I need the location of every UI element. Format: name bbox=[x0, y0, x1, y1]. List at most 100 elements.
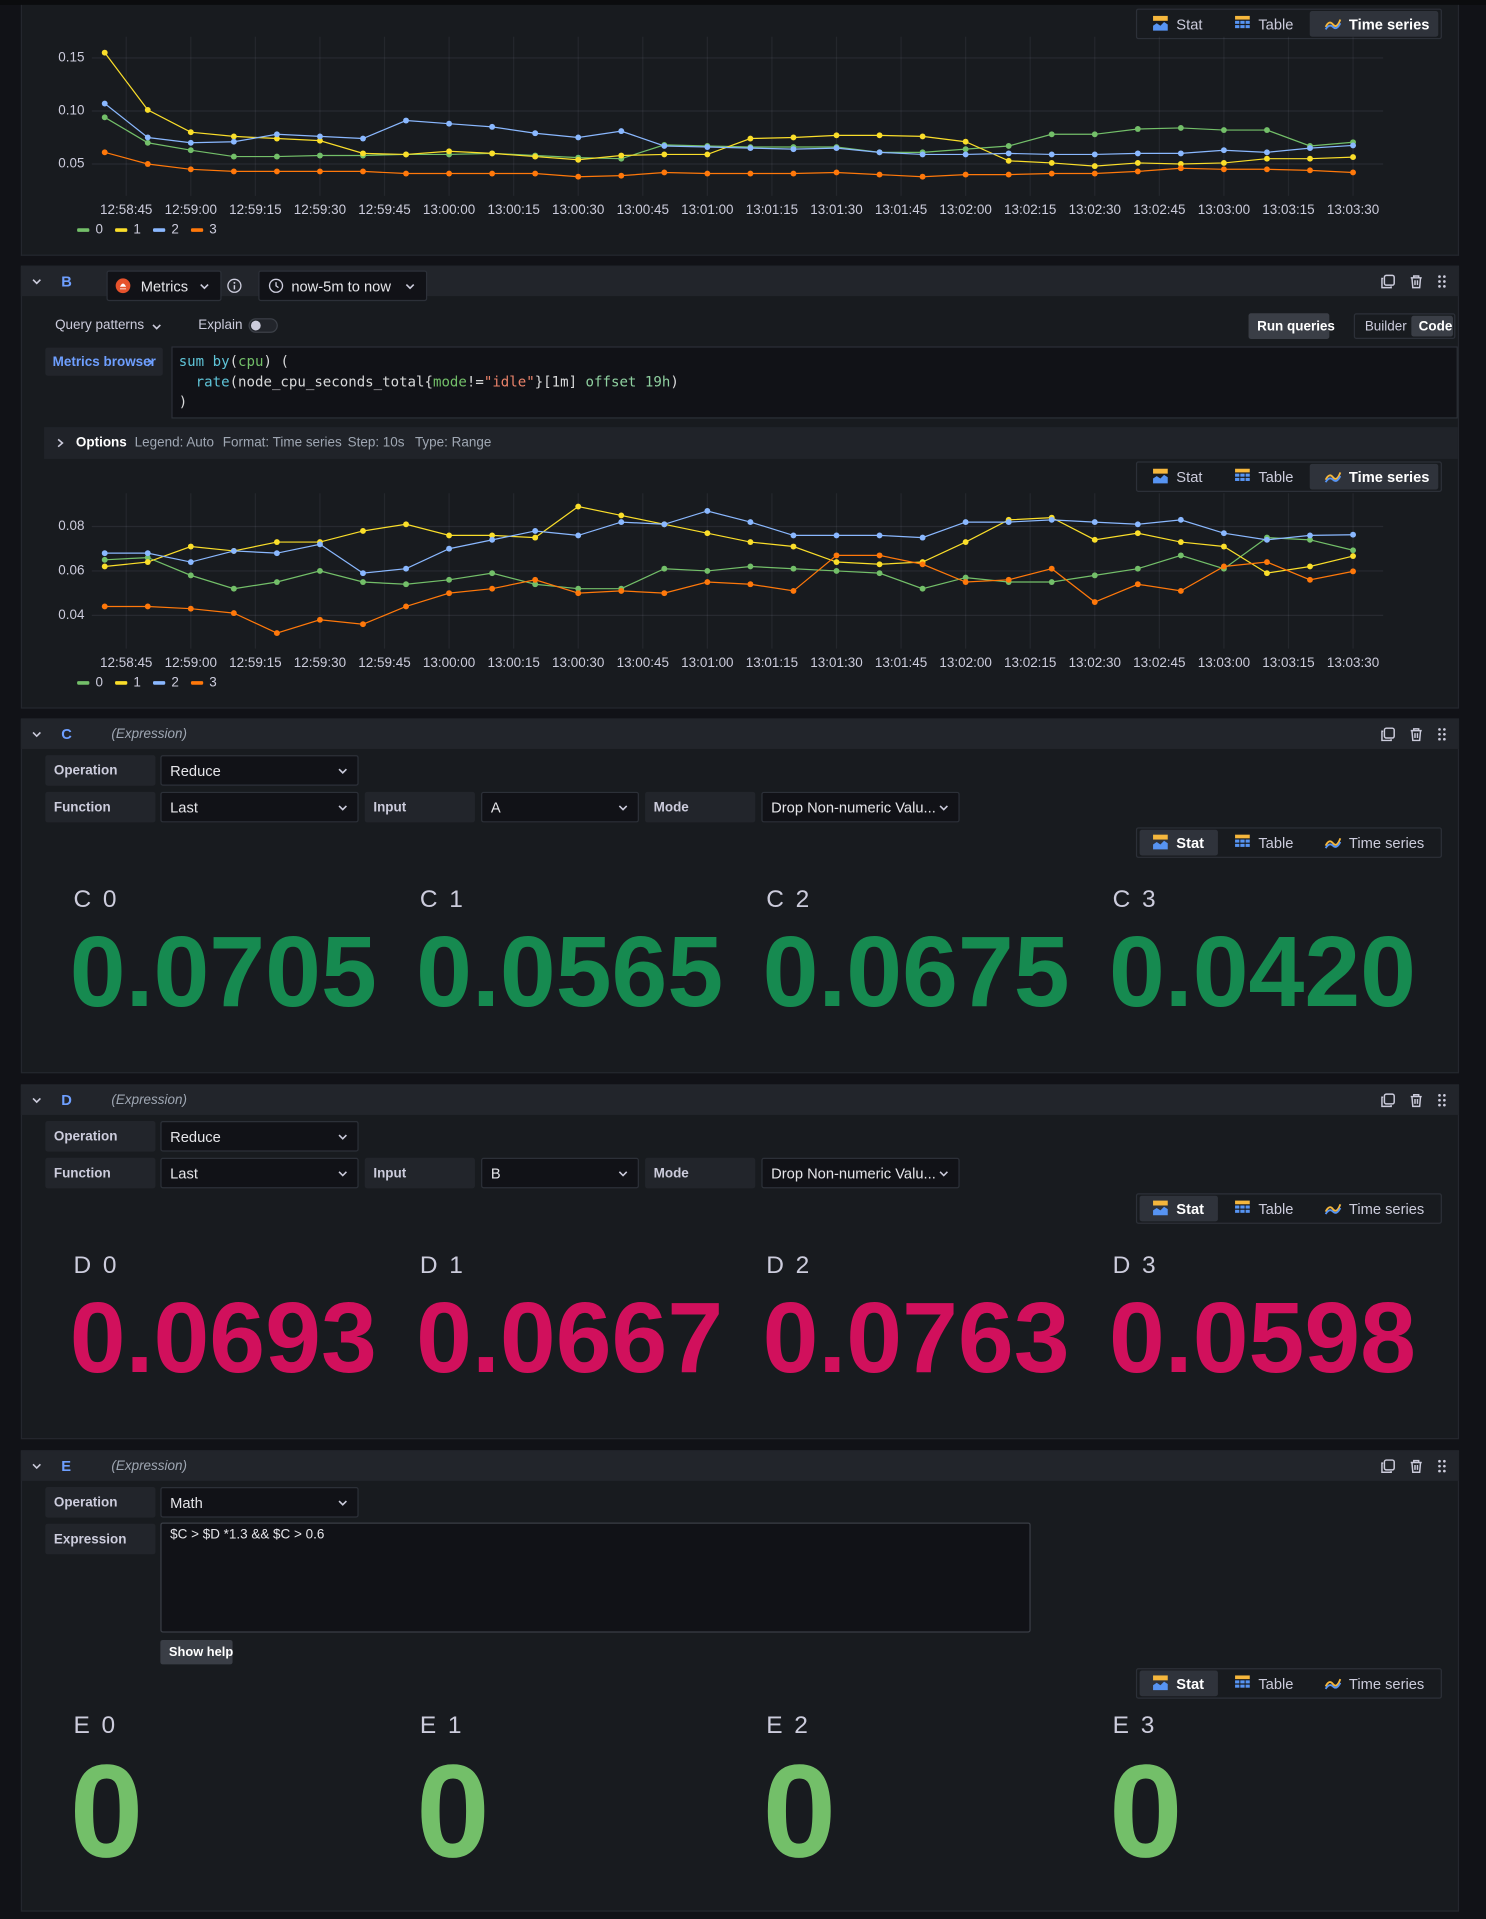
field-select[interactable] bbox=[160, 791, 359, 823]
data-point bbox=[833, 169, 840, 176]
data-point bbox=[532, 534, 539, 541]
view-tab[interactable]: Stat bbox=[1176, 834, 1205, 852]
show-help-button[interactable] bbox=[160, 1639, 233, 1665]
icon-part bbox=[1245, 25, 1250, 29]
view-tab[interactable]: Stat bbox=[1176, 1199, 1205, 1218]
editor-mode[interactable]: Builder bbox=[1364, 318, 1407, 334]
view-tab-icon bbox=[1235, 1200, 1250, 1213]
icon-part bbox=[1438, 1098, 1441, 1102]
data-point bbox=[1048, 579, 1055, 585]
view-tab[interactable]: Table bbox=[1258, 1199, 1294, 1218]
view-tab[interactable]: Time series bbox=[1348, 15, 1430, 33]
icon-part bbox=[939, 1171, 948, 1177]
view-tab[interactable]: Time series bbox=[1348, 468, 1430, 486]
icon-part bbox=[1324, 1207, 1342, 1215]
data-point bbox=[575, 156, 582, 163]
icon-part bbox=[1438, 1459, 1441, 1463]
data-point bbox=[230, 610, 237, 617]
data-point bbox=[360, 579, 366, 585]
x-tick-label: 13:02:15 bbox=[1004, 655, 1056, 670]
field-label-box bbox=[364, 1157, 475, 1189]
field-select[interactable] bbox=[160, 1157, 359, 1189]
icon-drag bbox=[1438, 275, 1446, 288]
icon-part bbox=[1240, 1680, 1245, 1684]
x-tick-label: 13:02:45 bbox=[1133, 202, 1185, 217]
query-letter: D bbox=[61, 1091, 72, 1109]
field-select[interactable] bbox=[160, 1486, 359, 1518]
data-point bbox=[1307, 155, 1313, 162]
x-tick-label: 13:00:00 bbox=[423, 655, 475, 670]
data-point bbox=[919, 173, 926, 180]
field-select[interactable] bbox=[160, 1121, 359, 1152]
field-label: Input bbox=[373, 1165, 407, 1181]
view-tab-icon bbox=[1153, 15, 1168, 31]
field-select[interactable] bbox=[481, 1157, 639, 1189]
data-point bbox=[403, 565, 409, 572]
icon-part bbox=[1240, 1205, 1245, 1209]
data-point bbox=[962, 539, 969, 545]
data-point bbox=[1048, 516, 1055, 523]
field-label: Operation bbox=[53, 1129, 118, 1144]
chevron bbox=[338, 1134, 347, 1140]
data-point bbox=[360, 150, 366, 157]
data-point bbox=[1134, 168, 1141, 175]
query-letter: E bbox=[61, 1457, 72, 1475]
field-label-box bbox=[45, 1523, 156, 1555]
icon-part bbox=[1443, 1093, 1446, 1097]
editor-mode[interactable]: Code bbox=[1418, 318, 1453, 334]
legend-swatch bbox=[153, 681, 166, 685]
data-point bbox=[1350, 547, 1356, 554]
view-tab[interactable]: Stat bbox=[1176, 1674, 1205, 1692]
icon-part bbox=[1443, 737, 1446, 741]
data-point bbox=[833, 559, 840, 565]
icon-part bbox=[618, 1171, 628, 1177]
legend-swatch bbox=[77, 228, 90, 232]
field-select[interactable] bbox=[761, 1157, 960, 1189]
icon-part bbox=[32, 279, 41, 285]
query-patterns[interactable]: Query patterns bbox=[55, 318, 145, 333]
view-tab[interactable]: Time series bbox=[1348, 1199, 1425, 1218]
data-point bbox=[1005, 143, 1012, 149]
data-point bbox=[618, 512, 625, 519]
view-tab[interactable]: Time series bbox=[1348, 834, 1425, 852]
icon-part bbox=[1153, 15, 1168, 21]
expression-input[interactable] bbox=[160, 1522, 1031, 1633]
icon-part bbox=[1324, 22, 1342, 30]
view-tab-icon bbox=[1324, 472, 1342, 483]
icon-part bbox=[1324, 475, 1342, 483]
view-tab-icon bbox=[1153, 1675, 1168, 1691]
view-tab[interactable]: Stat bbox=[1176, 468, 1203, 486]
icon-part bbox=[1410, 1459, 1422, 1474]
icon-part bbox=[1245, 1205, 1250, 1209]
view-tab[interactable]: Stat bbox=[1176, 15, 1203, 33]
field-select[interactable] bbox=[761, 791, 960, 823]
view-tab[interactable]: Table bbox=[1258, 834, 1294, 852]
view-tab[interactable]: Table bbox=[1258, 468, 1294, 486]
icon-part bbox=[1245, 1684, 1250, 1688]
data-point bbox=[532, 576, 539, 583]
run-queries-button[interactable] bbox=[1248, 313, 1330, 340]
data-point bbox=[403, 117, 409, 124]
time-picker[interactable] bbox=[258, 270, 428, 302]
data-point bbox=[790, 532, 797, 539]
view-tab[interactable]: Table bbox=[1258, 15, 1294, 33]
legend-swatch bbox=[115, 228, 128, 232]
legend-label: 1 bbox=[133, 674, 140, 689]
data-point bbox=[575, 503, 582, 510]
metrics-browser-button[interactable] bbox=[45, 347, 163, 376]
data-point bbox=[1005, 157, 1012, 164]
field-select[interactable] bbox=[481, 791, 639, 823]
y-tick-label: 0.05 bbox=[58, 156, 84, 171]
x-tick-label: 12:58:45 bbox=[100, 655, 152, 670]
option[interactable]: Options bbox=[75, 435, 127, 450]
icon-part bbox=[1324, 472, 1342, 481]
field-select[interactable] bbox=[160, 755, 359, 786]
icon-part bbox=[1240, 473, 1245, 477]
data-point bbox=[532, 170, 539, 177]
icon-part bbox=[146, 357, 154, 367]
data-point bbox=[1350, 553, 1356, 559]
field-value: Last bbox=[170, 1164, 198, 1182]
legend-swatch bbox=[190, 681, 204, 685]
view-tab[interactable]: Table bbox=[1258, 1674, 1294, 1692]
view-tab[interactable]: Time series bbox=[1348, 1674, 1425, 1692]
